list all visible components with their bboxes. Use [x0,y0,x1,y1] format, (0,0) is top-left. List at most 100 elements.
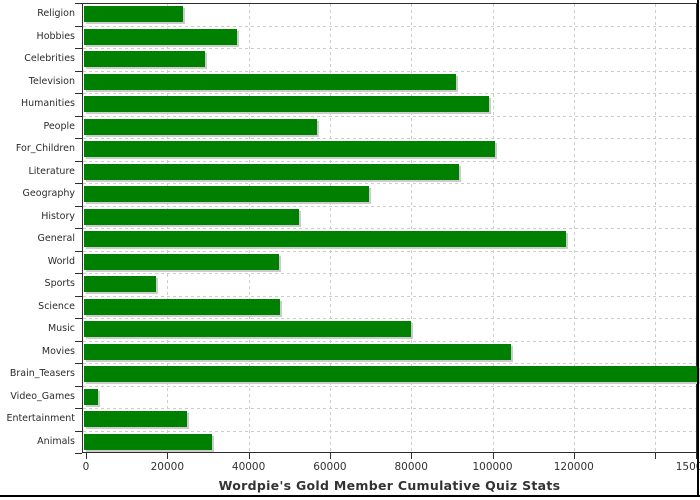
bar-literature [84,163,460,180]
x-tick-label: 0 [82,461,90,473]
bar-entertainment [84,411,188,428]
bar-geography [84,186,369,203]
y-axis-tick [75,340,82,342]
bar-brain_teasers [84,366,698,383]
y-axis-tick [75,3,82,4]
bar-sports [84,276,157,293]
x-axis-tick [492,453,494,459]
y-axis-tick [75,250,82,252]
y-axis-tick [75,430,82,432]
category-gridline [83,25,696,27]
bar-general [84,231,567,248]
category-gridline [83,295,696,297]
y-axis-tick [75,48,82,49]
y-axis-tick [75,408,82,409]
bar-video_games [84,388,99,405]
image-frame-right [697,0,699,497]
category-gridline [83,340,696,342]
bar-hobbies [84,28,238,45]
category-label: People [43,120,75,132]
category-label: History [41,210,75,222]
y-axis-tick [75,70,82,72]
x-axis-tick [655,453,657,459]
category-label: Brain_Teasers [9,368,75,379]
y-axis-tick [75,295,82,297]
bar-humanities [84,96,489,113]
category-label: Movies [41,345,75,357]
bar-animals [84,433,212,450]
x-axis-tick [329,453,331,459]
category-gridline [83,385,696,387]
category-label: Science [38,300,75,312]
x-axis-tick [86,453,87,459]
category-gridline [83,408,696,409]
category-label: Religion [37,8,75,19]
category-gridline [83,430,696,432]
bar-people [84,118,317,135]
category-label: Celebrities [24,53,75,64]
image-frame-bottom [0,495,700,497]
category-label: Sports [44,278,75,289]
x-tick-label: 80000 [394,461,428,473]
y-axis-tick [75,228,82,229]
category-gridline [83,363,696,364]
y-axis-tick [75,93,82,94]
x-tick-label: 20000 [150,461,184,473]
y-axis-tick [75,453,82,454]
bar-television [84,73,456,90]
y-axis-tick [75,25,82,27]
category-gridline [83,138,696,139]
category-gridline [83,160,696,162]
x-axis-tick [411,453,413,459]
x-axis-tick [167,453,169,459]
x-tick-label: 100000 [472,461,513,473]
category-label: Hobbies [36,30,75,42]
category-gridline [83,70,696,72]
bar-movies [84,343,512,360]
category-label: World [47,255,75,267]
category-label: Television [28,75,75,87]
category-label: Humanities [20,98,75,109]
category-gridline [83,205,696,207]
y-axis-tick [75,273,82,274]
bar-religion [84,6,184,23]
category-label: General [37,233,75,244]
y-axis-tick [75,115,82,117]
bar-history [84,208,299,225]
category-gridline [83,250,696,252]
x-tick-label: 40000 [231,461,266,473]
category-label: Animals [37,435,75,447]
y-axis-tick [75,363,82,364]
y-axis-tick [75,160,82,162]
category-gridline [83,115,696,117]
category-gridline [83,93,696,94]
category-label: Music [47,323,75,334]
chart-title: Wordpie's Gold Member Cumulative Quiz St… [218,478,561,493]
category-gridline [83,183,696,184]
bar-world [84,253,280,270]
y-axis-tick [75,138,82,139]
bar-celebrities [84,51,206,68]
y-axis-tick [75,318,82,319]
category-label: Video_Games [10,390,75,402]
category-gridline [83,318,696,319]
bar-science [84,298,280,315]
category-gridline [83,228,696,229]
bar-music [84,321,412,338]
y-axis-tick [75,205,82,207]
x-tick-label: 150000 [675,461,700,473]
x-axis-tick [695,453,697,459]
category-gridline [83,48,696,49]
x-tick-label: 60000 [313,461,347,473]
category-label: Entertainment [6,413,75,424]
x-tick-label: 120000 [553,461,594,473]
y-axis-tick [75,385,82,387]
x-axis-tick [573,453,575,459]
bar-for_children [84,141,495,158]
category-label: For_Children [15,143,75,154]
category-label: Geography [22,188,75,199]
category-label: Literature [28,165,75,177]
x-axis-tick [248,453,250,459]
y-axis-tick [75,183,82,184]
